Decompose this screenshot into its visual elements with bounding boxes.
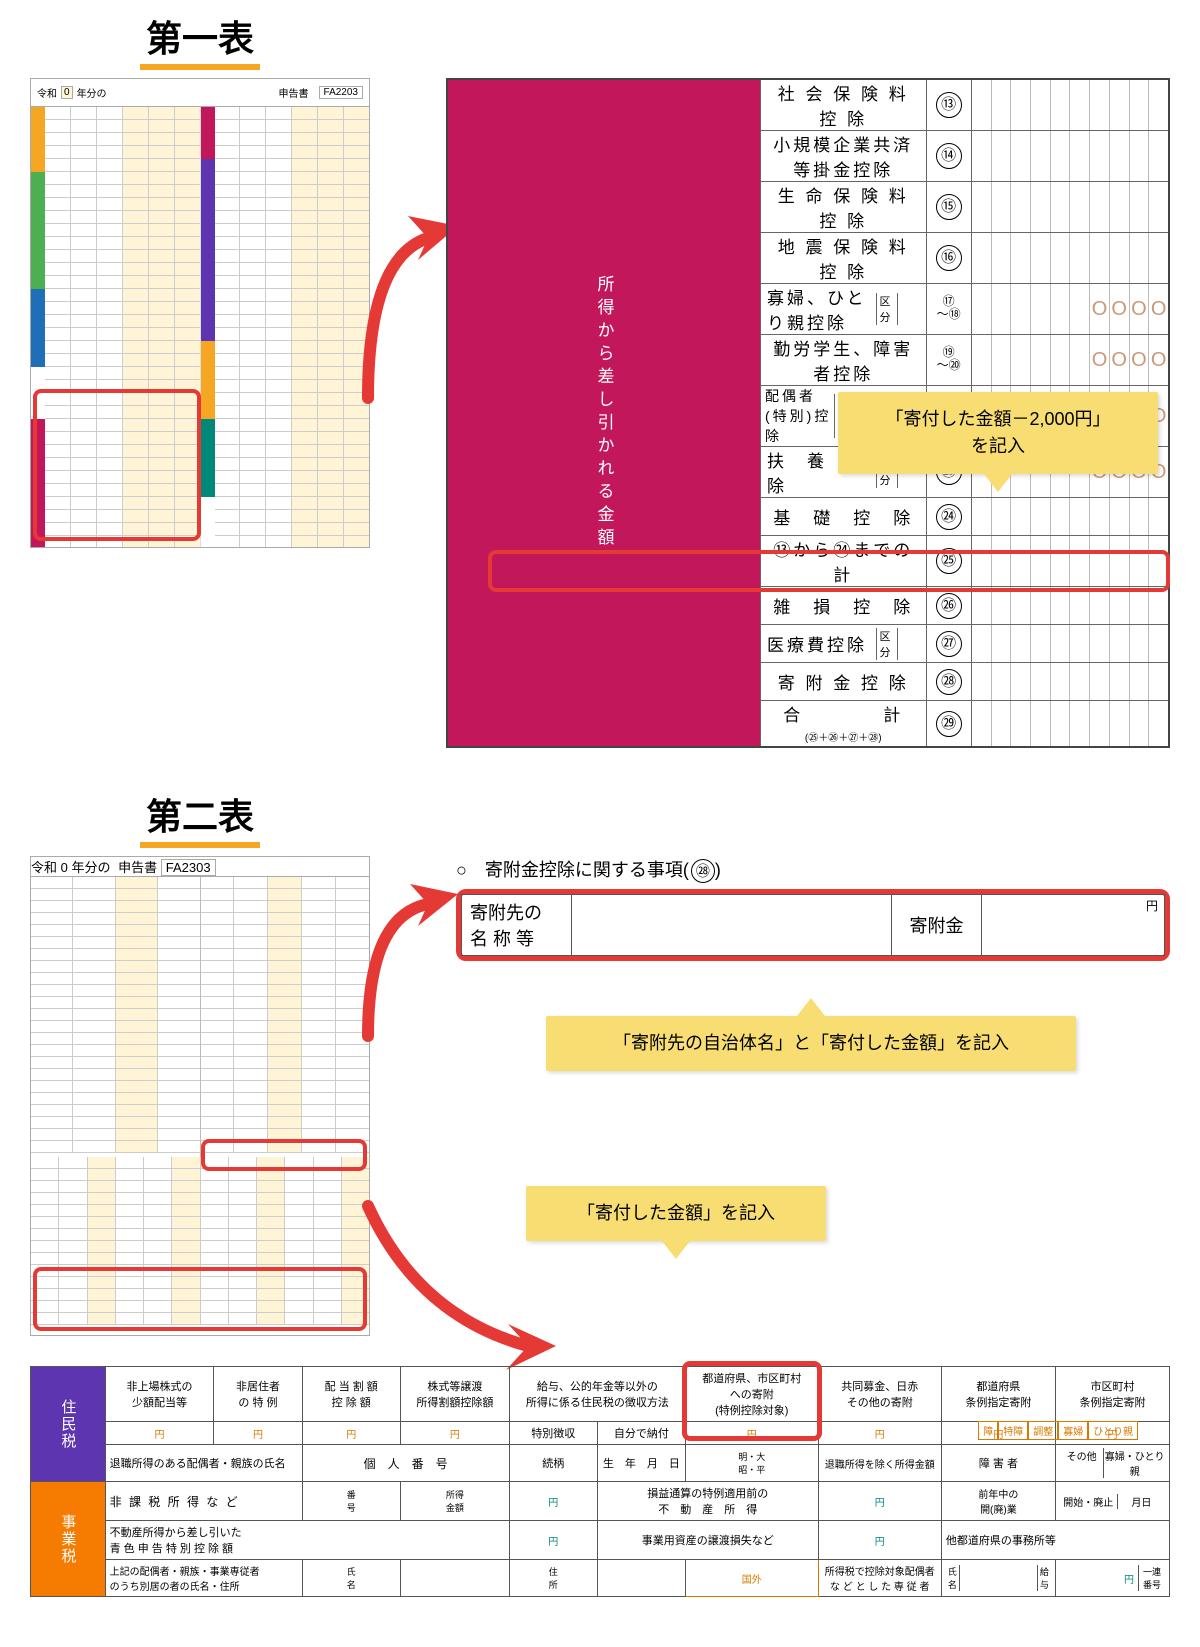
h0: 非上場株式の少額配当等 xyxy=(105,1367,214,1422)
r4c: 他都道府県の事務所等 xyxy=(941,1521,1169,1560)
mf-year: 0 xyxy=(61,86,73,99)
r2-meiji: 明・大昭・平 xyxy=(685,1445,818,1482)
h7: 都道府県条例指定寄附 xyxy=(941,1367,1055,1422)
r5d: 国外 xyxy=(685,1560,818,1597)
r5b: 氏名 xyxy=(302,1560,400,1597)
r4b: 事業用資産の譲渡損失など xyxy=(597,1521,818,1560)
callout-1b: を記入 xyxy=(971,436,1025,456)
h5: 都道府県、市区町村への寄附(特例控除対象) xyxy=(685,1367,818,1422)
callout-1a: 「寄付した金額－2,000円」 xyxy=(885,409,1110,429)
r4a: 不動産所得から差し引いた青 色 申 告 特 別 控 除 額 xyxy=(105,1521,509,1560)
heading-2: 第二表 xyxy=(140,788,260,848)
y1: 円 xyxy=(214,1422,302,1445)
r5f: 氏名 xyxy=(946,1565,960,1591)
s2-amount-field: 円 xyxy=(982,895,1165,956)
callout-3: 「寄付した金額」を記入 xyxy=(526,1186,826,1241)
r5c: 住所 xyxy=(509,1560,597,1597)
mf-era: 令和 xyxy=(37,85,57,100)
y6: 円 xyxy=(818,1422,941,1445)
r3c3: 月日 xyxy=(1118,1494,1165,1509)
r5a: 上記の配偶者・親族・事業専従者のうち別居の者の氏名・住所 xyxy=(105,1560,302,1597)
y5: 円 xyxy=(685,1422,818,1445)
mf2-doc: 申告書 xyxy=(118,860,157,875)
r3a3: 所得金額 xyxy=(400,1482,509,1521)
s2-col2: 寄附金 xyxy=(892,895,982,956)
r2-4: 退職所得を除く所得金額 xyxy=(818,1445,941,1482)
s2-title-num: ㉘ xyxy=(691,859,715,883)
r5e: 所得税で控除対象配偶者な ど と し た 専 従 者 xyxy=(818,1560,941,1597)
s2-title-text: ○ 寄附金控除に関する事項 xyxy=(456,860,683,880)
callout-2: 「寄附先の自治体名」と「寄付した金額」を記入 xyxy=(546,1016,1076,1071)
mf-suffix: 年分の xyxy=(77,85,107,100)
r2-2: 続柄 xyxy=(509,1445,597,1482)
s2-red-box: 寄附先の 名 称 等 寄附金 円 xyxy=(456,889,1170,961)
h1: 非居住者の 特 例 xyxy=(214,1367,302,1422)
s2-detail: ○ 寄附金控除に関する事項(㉘) 寄附先の 名 称 等 寄附金 円 xyxy=(456,856,1170,961)
section-bottom: 住民税 非上場株式の少額配当等 非居住者の 特 例 配 当 割 額控 除 額 株… xyxy=(30,1366,1170,1597)
mf-doc: 申告書 xyxy=(279,85,309,100)
r2-3: 生 年 月 日 xyxy=(597,1445,685,1482)
r2-0: 退職所得のある配偶者・親族の氏名 xyxy=(105,1445,302,1482)
h2: 配 当 割 額控 除 額 xyxy=(302,1367,400,1422)
r5g: 給与 xyxy=(1037,1565,1051,1591)
y0: 円 xyxy=(105,1422,214,1445)
s2-name-field xyxy=(572,895,892,956)
arrows-2 xyxy=(378,856,448,1336)
r3c2: 開始・廃止 xyxy=(1060,1494,1118,1509)
h3: 株式等譲渡所得割額控除額 xyxy=(400,1367,509,1422)
detail-table-wrap: 所得から差し引かれる金額社 会 保 険 料 控 除⑬小規模企業共済等掛金控除⑭生… xyxy=(446,78,1170,748)
arrow-1 xyxy=(378,78,438,548)
section-second-table: 第二表 令和 0 年分の 申告書 FA2303 xyxy=(30,788,1170,1336)
r3a: 非 課 税 所 得 な ど xyxy=(105,1482,302,1521)
mf2-suffix: 年分の xyxy=(72,860,111,875)
orange-tags: 障特障調整寡婦ひとり親 xyxy=(978,1421,1138,1440)
r2-1: 個 人 番 号 xyxy=(302,1445,509,1482)
sub5a: 特別徴収 xyxy=(509,1422,597,1445)
r2-5: 障 害 者 xyxy=(941,1445,1055,1482)
mf2-year: 0 xyxy=(61,860,68,875)
mf-code: FA2203 xyxy=(319,86,363,99)
h8: 市区町村条例指定寄附 xyxy=(1055,1367,1169,1422)
h4: 給与、公的年金等以外の所得に係る住民税の徴収方法 xyxy=(509,1367,685,1422)
mf2-code: FA2303 xyxy=(161,859,216,876)
s2-col1b: 名 称 等 xyxy=(470,929,534,949)
r3a2: 番号 xyxy=(302,1482,400,1521)
mf2-era: 令和 xyxy=(31,860,57,875)
h6: 共同募金、日赤その他の寄附 xyxy=(818,1367,941,1422)
y2: 円 xyxy=(302,1422,400,1445)
juminzei-table: 住民税 非上場株式の少額配当等 非居住者の 特 例 配 当 割 額控 除 額 株… xyxy=(30,1366,1170,1597)
r5h: 一連番号 xyxy=(1138,1565,1165,1591)
s2-yen: 円 xyxy=(1146,897,1158,914)
r3c: 前年中の開(廃)業 xyxy=(941,1482,1055,1521)
r2-6: その他 xyxy=(1060,1448,1104,1478)
sub5b: 自分で納付 xyxy=(597,1422,685,1445)
section-first-table: 第一表 令和 0 年分の 申告書 FA2203 xyxy=(30,10,1170,748)
y3: 円 xyxy=(400,1422,509,1445)
r2-7: 寡婦・ひとり親 xyxy=(1104,1448,1165,1478)
heading-1: 第一表 xyxy=(140,10,260,70)
strip-juminzei: 住民税 xyxy=(31,1367,106,1482)
s2-col1a: 寄附先の xyxy=(470,903,542,923)
r3b: 損益通算の特例適用前の不 動 産 所 得 xyxy=(597,1482,818,1521)
callout-1: 「寄付した金額－2,000円」 を記入 xyxy=(838,392,1158,474)
strip-jigyouzei: 事業税 xyxy=(31,1482,106,1597)
miniform-2: 令和 0 年分の 申告書 FA2303 xyxy=(30,856,370,1336)
miniform-1: 令和 0 年分の 申告書 FA2203 xyxy=(30,78,370,548)
s2-title: ○ 寄附金控除に関する事項(㉘) xyxy=(456,856,1170,883)
